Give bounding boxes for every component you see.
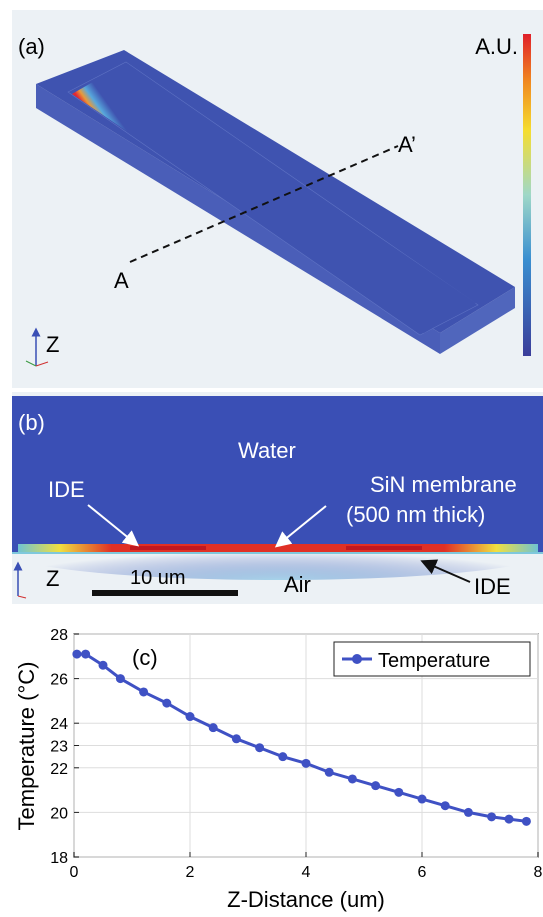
water-label: Water: [238, 438, 296, 463]
series: [72, 649, 531, 826]
heat-stripe: [72, 64, 476, 333]
x-axis-arrow-b: [17, 595, 27, 599]
x-tick-label: 4: [302, 864, 311, 881]
x-axis-arrow: [35, 361, 49, 367]
y-axis-label: Temperature (°C): [14, 662, 39, 831]
data-point: [394, 787, 404, 797]
cut-end-label: A’: [398, 132, 416, 157]
data-point: [324, 767, 334, 777]
data-point: [521, 816, 531, 826]
legend-label: Temperature: [378, 650, 490, 672]
ide-electrode-right: [346, 546, 422, 550]
data-point: [301, 758, 311, 768]
ide-right-label: IDE: [474, 574, 511, 599]
data-point: [417, 794, 427, 804]
x-tick-label: 2: [186, 864, 195, 881]
x-tick-label: 0: [70, 864, 79, 881]
y-axis-arrow: [25, 360, 37, 367]
scalebar-label: 10 um: [130, 567, 186, 589]
legend: Temperature: [333, 641, 531, 677]
cut-start-label: A: [114, 268, 129, 293]
data-point: [440, 801, 450, 811]
membrane-arrow: [274, 505, 327, 548]
data-point: [115, 674, 125, 684]
membrane-heat-band: [18, 544, 538, 552]
panel-b-label: (b): [18, 410, 45, 435]
x-axis-label: Z-Distance (um): [227, 887, 385, 912]
y-tick-label: 24: [50, 716, 68, 733]
series-line: [76, 652, 527, 823]
data-point: [139, 687, 149, 697]
data-point: [231, 734, 241, 744]
ide-left-label: IDE: [48, 477, 85, 502]
ide-right-arrow: [420, 559, 471, 583]
data-point: [487, 812, 497, 822]
ide-left-arrow: [87, 504, 140, 547]
data-point: [72, 649, 82, 659]
panel-b: (b) Water IDE SiN membrane (500 nm thick…: [8, 392, 543, 604]
legend-marker: [352, 654, 362, 664]
data-point: [162, 698, 172, 708]
membrane-label-line1: SiN membrane: [370, 472, 517, 497]
y-tick-label: 28: [50, 627, 68, 644]
data-point: [278, 752, 288, 762]
y-tick-label: 20: [50, 805, 68, 822]
colorbar: [523, 34, 531, 356]
slab-left-face: [36, 84, 440, 354]
membrane-label-line2: (500 nm thick): [346, 502, 485, 527]
y-tick-label: 18: [50, 850, 68, 867]
y-tick-label: 26: [50, 672, 68, 689]
y-tick-label: 22: [50, 761, 68, 778]
data-point: [463, 807, 473, 817]
data-point: [185, 712, 195, 722]
x-tick-label: 8: [534, 864, 543, 881]
ide-electrode-left: [130, 546, 206, 550]
data-point: [371, 781, 381, 791]
data-point: [81, 649, 91, 659]
z-axis-label: Z: [46, 332, 59, 357]
colorbar-label: A.U.: [475, 34, 518, 59]
scalebar: [92, 590, 238, 596]
panel-a-label: (a): [18, 34, 45, 59]
air-label: Air: [284, 572, 311, 597]
slab-front-face: [440, 287, 515, 354]
membrane-line: [12, 552, 543, 554]
cut-line: [129, 145, 399, 263]
data-point: [98, 660, 108, 670]
data-point: [347, 774, 357, 784]
axis-triad-b: Z: [13, 561, 59, 599]
axis-triad-a: Z: [25, 327, 59, 367]
data-point: [255, 743, 265, 753]
panel-a: (a) A’ A A.U. Z: [12, 10, 543, 388]
panel-c-label: (c): [132, 645, 158, 670]
data-point: [504, 814, 514, 824]
x-tick-label: 6: [418, 864, 427, 881]
data-point: [208, 723, 218, 733]
y-tick-label: 23: [50, 739, 68, 756]
z-axis-label-b: Z: [46, 566, 59, 591]
